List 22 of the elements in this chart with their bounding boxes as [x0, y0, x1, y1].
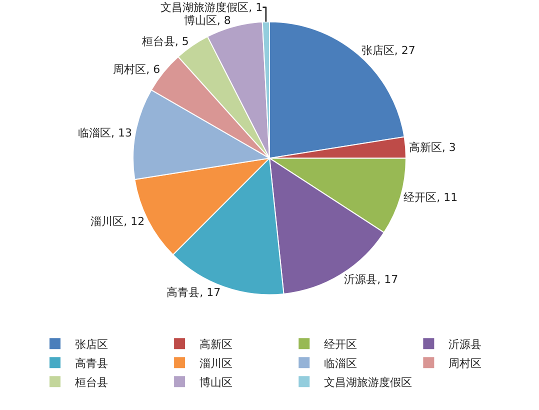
- data-label: 沂源县, 17: [344, 272, 398, 286]
- legend-label: 经开区: [324, 338, 358, 351]
- legend-label: 淄川区: [200, 356, 233, 370]
- data-label: 周村区, 6: [113, 63, 160, 76]
- data-label: 文昌湖旅游度假区, 1: [160, 0, 263, 14]
- data-label: 淄川区, 12: [90, 215, 145, 228]
- legend-label: 张店区: [75, 338, 108, 351]
- legend-label: 高新区: [200, 338, 233, 351]
- legend-label: 桓台县: [74, 376, 108, 389]
- legend-label: 文昌湖旅游度假区: [324, 376, 412, 389]
- data-label: 张店区, 27: [361, 44, 416, 58]
- data-label: 博山区, 8: [184, 14, 231, 27]
- data-label: 高新区, 3: [408, 140, 456, 154]
- data-label: 桓台县, 5: [140, 34, 189, 48]
- legend-label: 临淄区: [324, 356, 358, 370]
- legend-label: 沂源县: [448, 338, 482, 351]
- legend-label: 高青县: [75, 356, 108, 370]
- data-label: 高青县, 17: [166, 286, 221, 300]
- legend-label: 周村区: [448, 356, 482, 370]
- data-label: 临淄区, 13: [78, 126, 132, 140]
- legend-label: 博山区: [200, 376, 233, 389]
- data-label: 经开区, 11: [404, 190, 458, 204]
